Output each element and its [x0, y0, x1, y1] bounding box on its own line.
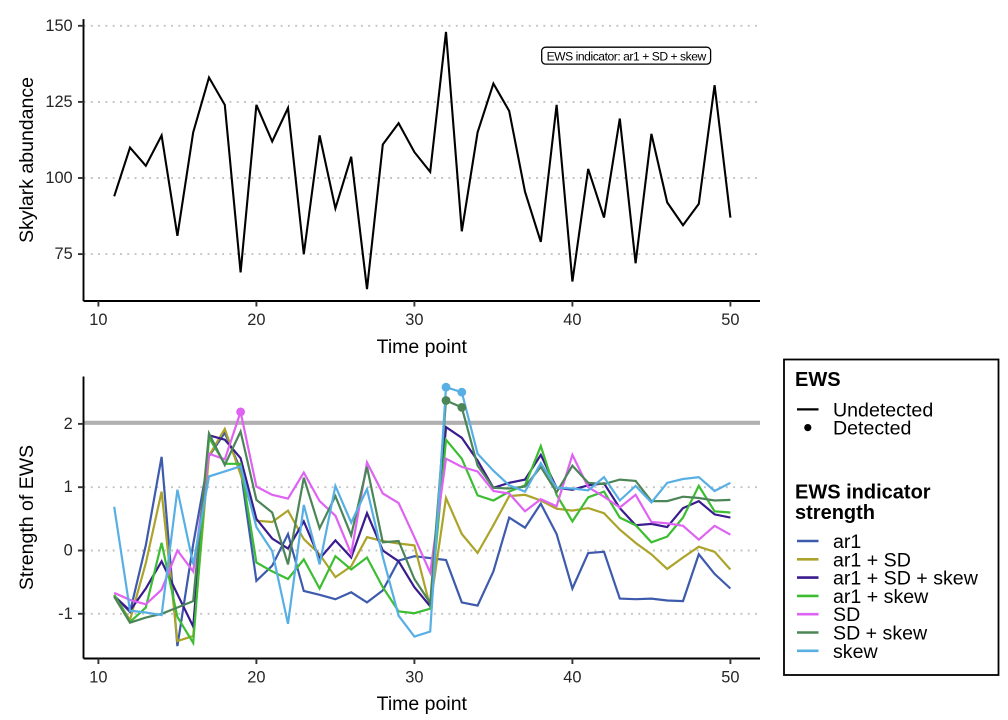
svg-text:150: 150 [45, 17, 72, 35]
svg-text:SD + skew: SD + skew [833, 623, 928, 645]
svg-text:40: 40 [563, 311, 581, 329]
svg-text:ar1 + skew: ar1 + skew [833, 586, 929, 608]
svg-text:Strength of EWS: Strength of EWS [16, 445, 38, 590]
svg-text:10: 10 [89, 311, 107, 329]
svg-text:0: 0 [64, 542, 73, 560]
svg-text:Time point: Time point [377, 336, 468, 358]
svg-text:2: 2 [64, 415, 73, 433]
svg-text:EWS: EWS [795, 369, 841, 391]
svg-text:100: 100 [45, 169, 72, 187]
svg-text:skew: skew [833, 641, 878, 663]
svg-text:30: 30 [405, 669, 423, 687]
svg-text:Detected: Detected [833, 418, 911, 440]
svg-text:Undetected: Undetected [833, 399, 933, 421]
svg-text:30: 30 [405, 311, 423, 329]
svg-text:Time point: Time point [377, 693, 468, 715]
svg-text:SD: SD [833, 604, 860, 626]
svg-text:75: 75 [54, 245, 72, 263]
svg-text:40: 40 [563, 669, 581, 687]
svg-text:50: 50 [721, 311, 739, 329]
svg-text:EWS indicator: EWS indicator [795, 482, 931, 504]
svg-text:50: 50 [721, 669, 739, 687]
svg-text:125: 125 [45, 93, 72, 111]
svg-text:20: 20 [247, 311, 265, 329]
svg-text:1: 1 [64, 478, 73, 496]
svg-text:ar1 + SD + skew: ar1 + SD + skew [833, 568, 979, 590]
svg-text:Skylark abundance: Skylark abundance [16, 77, 38, 243]
svg-text:strength: strength [795, 502, 875, 524]
svg-text:10: 10 [89, 669, 107, 687]
svg-text:-1: -1 [58, 605, 73, 623]
svg-text:20: 20 [247, 669, 265, 687]
svg-text:ar1 + SD: ar1 + SD [833, 549, 911, 571]
svg-text:EWS indicator: ar1 + SD + skew: EWS indicator: ar1 + SD + skew [547, 49, 707, 63]
svg-text:ar1: ar1 [833, 531, 861, 553]
